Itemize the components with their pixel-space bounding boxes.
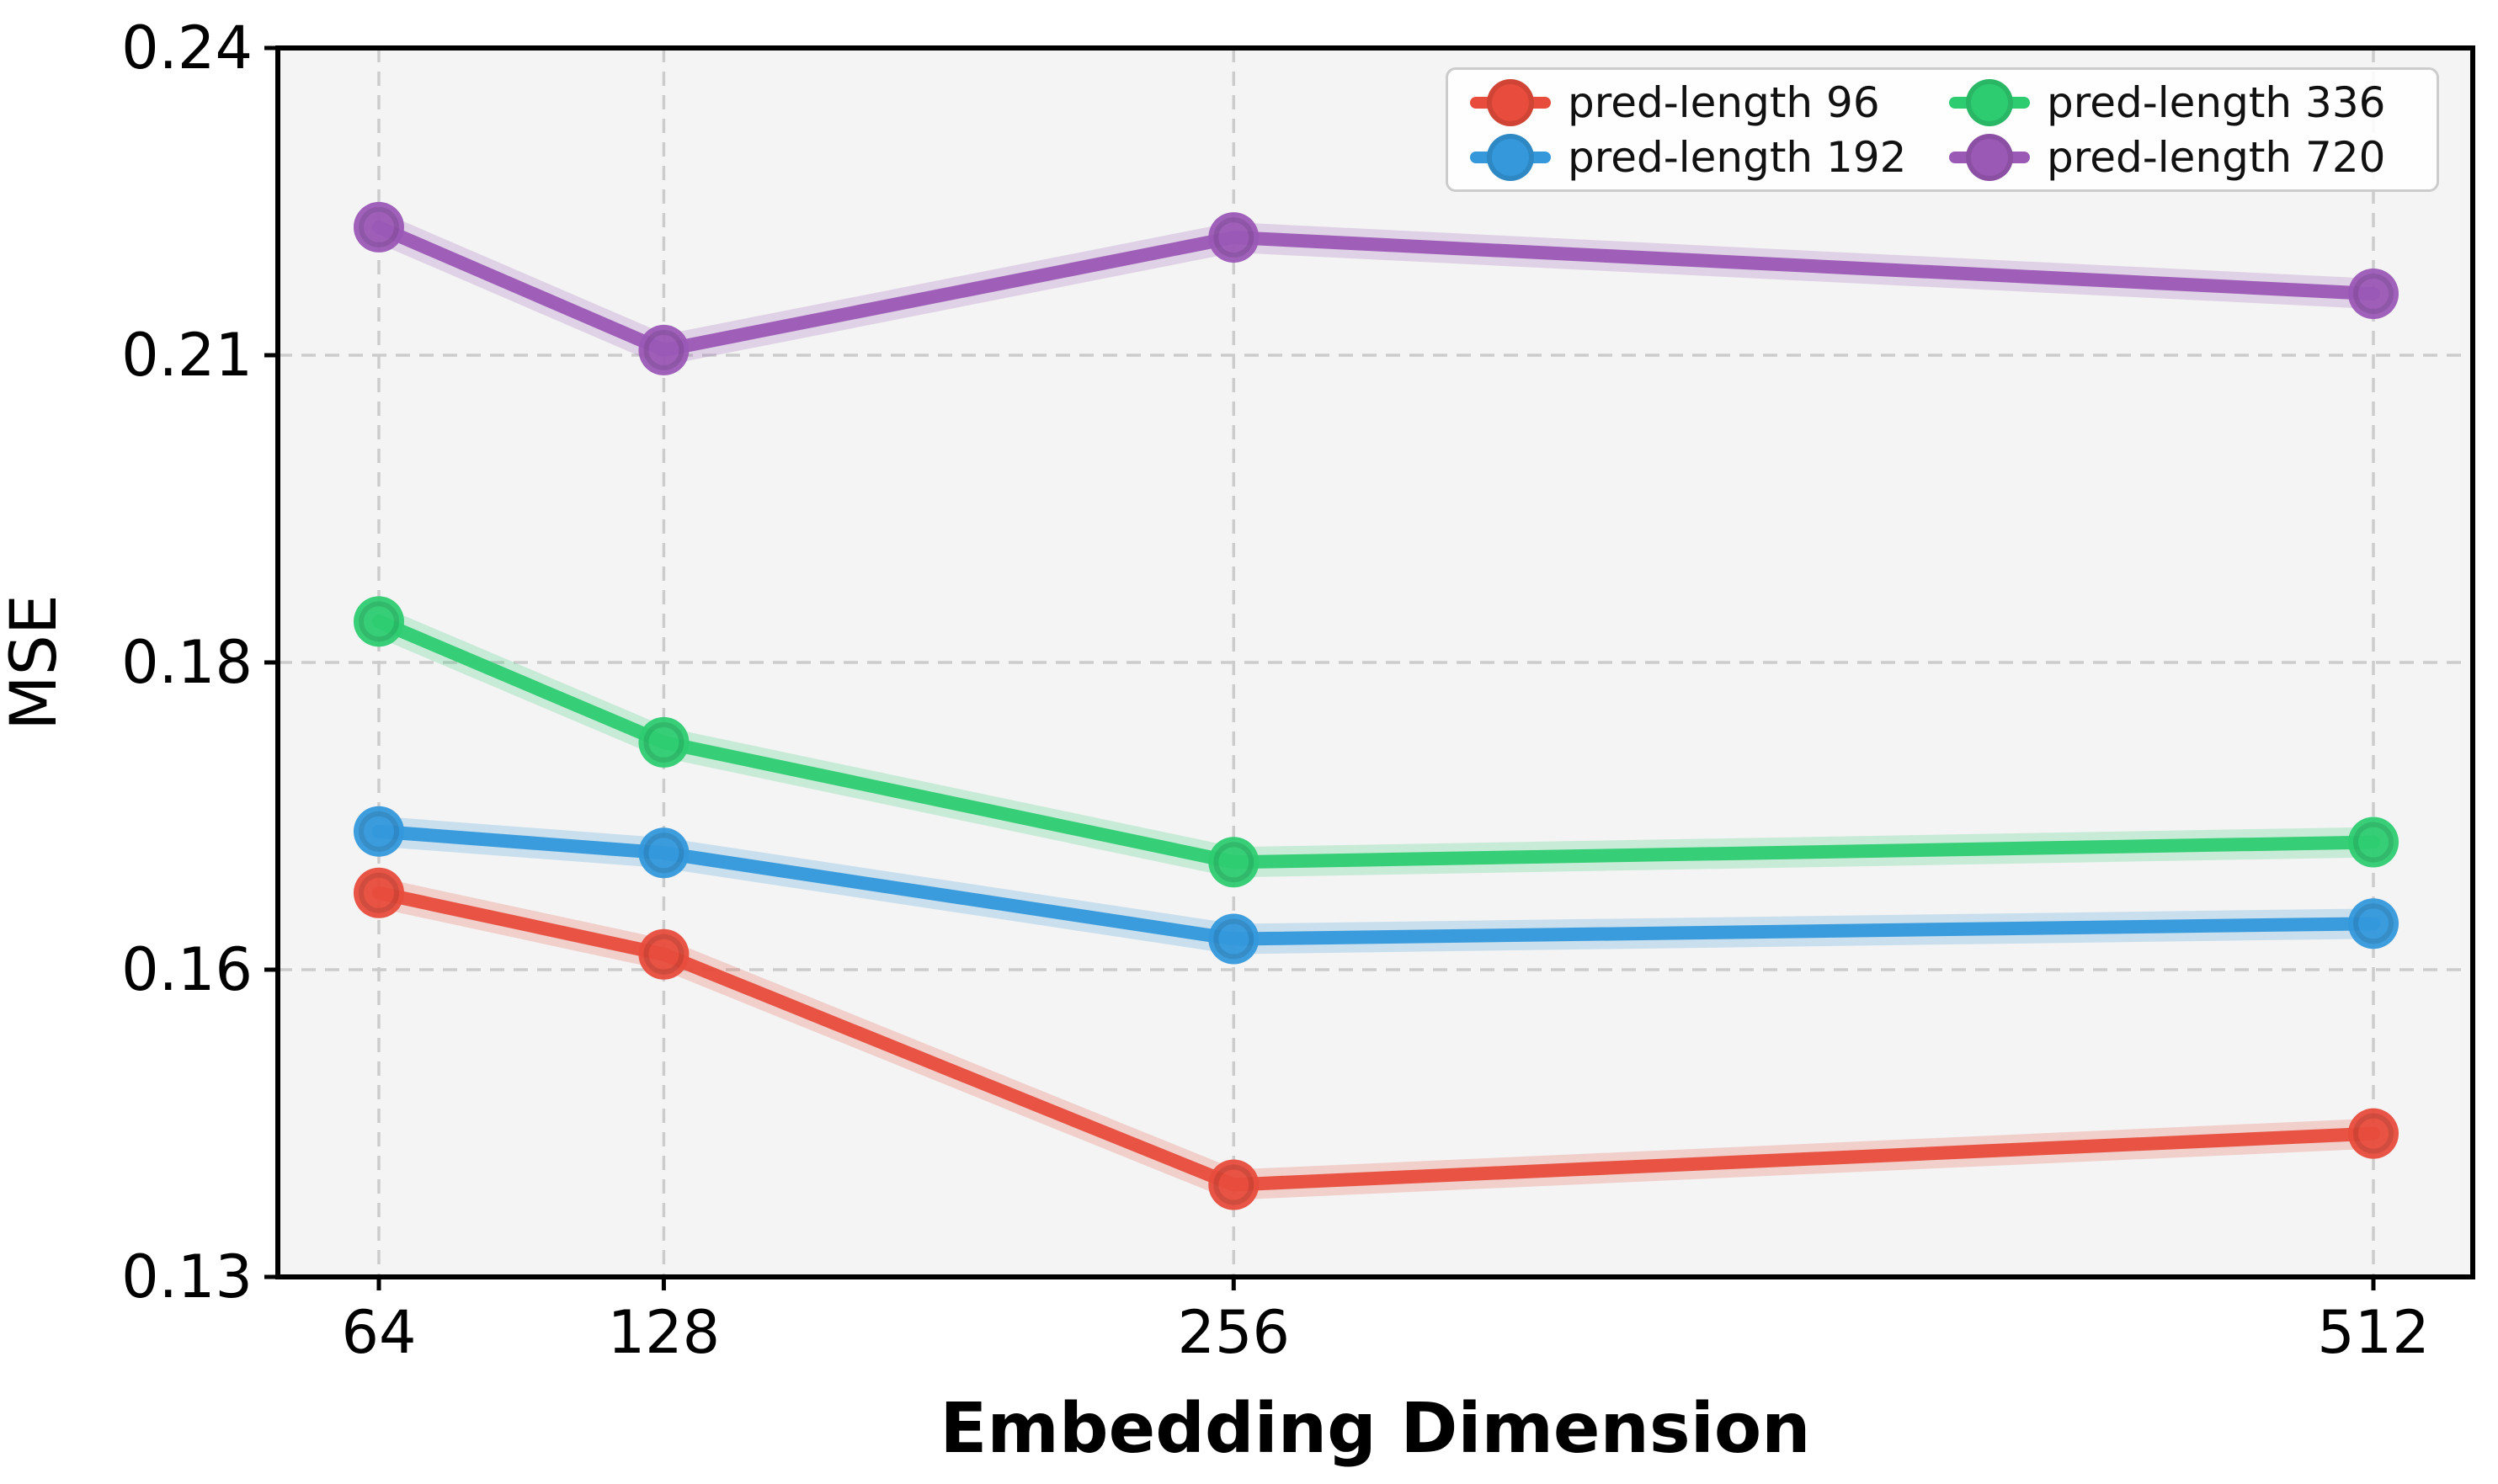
- marker-pred-length-336-128: [638, 716, 690, 768]
- marker-pred-length-96-256: [1208, 1159, 1260, 1210]
- y-tick-label-0.24: 0.24: [121, 13, 253, 82]
- x-tick-label-512: 512: [2317, 1298, 2430, 1367]
- y-tick-label-0.13: 0.13: [121, 1242, 253, 1311]
- marker-ring-pred-length-720-256: [1213, 217, 1254, 258]
- marker-pred-length-720-256: [1208, 212, 1260, 263]
- legend-marker-pred-length-720-icon: [1949, 133, 2030, 182]
- marker-pred-length-96-128: [638, 928, 690, 980]
- x-tick-label-256: 256: [1177, 1298, 1290, 1367]
- legend-marker-pred-length-96-icon: [1470, 78, 1551, 127]
- marker-ring-pred-length-96-64: [359, 872, 399, 913]
- legend-marker-pred-length-192-icon: [1470, 133, 1551, 182]
- marker-ring-pred-length-192-256: [1213, 918, 1254, 960]
- marker-pred-length-96-512: [2348, 1108, 2399, 1159]
- marker-ring-pred-length-192-512: [2353, 903, 2394, 944]
- series-line-pred-length-192: [372, 824, 2380, 946]
- legend-item-pred-length-192: pred-length 192: [1470, 133, 1949, 182]
- marker-pred-length-192-256: [1208, 913, 1260, 965]
- legend-label: pred-length 336: [2047, 77, 2386, 127]
- marker-ring-pred-length-336-64: [359, 601, 399, 642]
- y-axis-label: MSE: [0, 594, 71, 731]
- marker-ring-pred-length-720-64: [359, 206, 399, 247]
- legend-marker-pred-length-336-icon: [1949, 78, 2030, 127]
- marker-pred-length-720-64: [354, 201, 404, 253]
- marker-ring-pred-length-96-128: [643, 933, 684, 975]
- series-line-pred-length-720: [372, 220, 2380, 357]
- y-tick-label-0.18: 0.18: [121, 628, 253, 697]
- legend-label: pred-length 192: [1568, 132, 1907, 182]
- legend-label: pred-length 96: [1568, 77, 1880, 127]
- series-line-pred-length-336: [372, 614, 2380, 870]
- marker-ring-pred-length-192-128: [643, 832, 684, 874]
- x-tick-label-64: 64: [341, 1298, 416, 1367]
- marker-pred-length-192-512: [2348, 898, 2399, 949]
- legend: pred-length 96 pred-length 192 pred-leng…: [1446, 67, 2439, 192]
- marker-ring-pred-length-96-512: [2353, 1113, 2394, 1154]
- x-tick-label-128: 128: [608, 1298, 721, 1367]
- marker-pred-length-336-64: [354, 596, 404, 647]
- marker-pred-length-720-512: [2348, 269, 2399, 319]
- legend-item-pred-length-96: pred-length 96: [1470, 78, 1949, 127]
- marker-pred-length-336-256: [1208, 837, 1260, 888]
- marker-ring-pred-length-192-64: [359, 811, 399, 852]
- marker-pred-length-96-64: [354, 867, 404, 918]
- marker-pred-length-192-64: [354, 806, 404, 857]
- x-axis-label: Embedding Dimension: [940, 1389, 1810, 1469]
- marker-ring-pred-length-96-256: [1213, 1164, 1254, 1205]
- marker-pred-length-192-128: [638, 827, 690, 879]
- legend-item-pred-length-720: pred-length 720: [1949, 133, 2428, 182]
- marker-ring-pred-length-720-512: [2353, 274, 2394, 314]
- marker-pred-length-336-512: [2348, 816, 2399, 868]
- y-tick-label-0.21: 0.21: [121, 321, 253, 390]
- marker-ring-pred-length-336-512: [2353, 822, 2394, 863]
- marker-pred-length-720-128: [638, 324, 690, 375]
- marker-ring-pred-length-336-128: [643, 721, 684, 763]
- marker-ring-pred-length-336-256: [1213, 842, 1254, 883]
- y-tick-label-0.16: 0.16: [121, 935, 253, 1004]
- legend-label: pred-length 720: [2047, 132, 2386, 182]
- series-line-pred-length-96: [372, 886, 2380, 1192]
- legend-item-pred-length-336: pred-length 336: [1949, 78, 2428, 127]
- marker-ring-pred-length-720-128: [643, 329, 684, 370]
